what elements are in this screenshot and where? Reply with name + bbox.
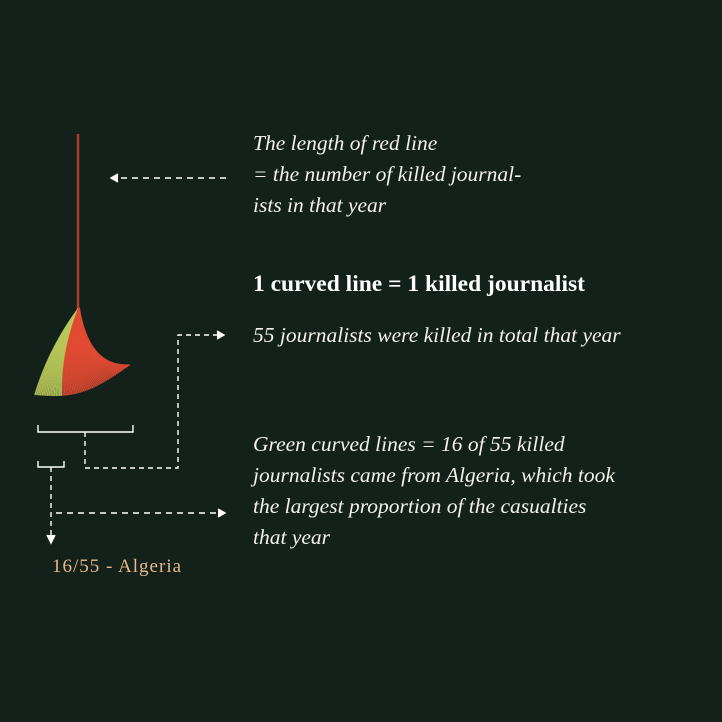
green-note-line-1: Green curved lines = 16 of 55 killed: [253, 432, 565, 456]
red-line-note: The length of red line = the number of k…: [253, 128, 521, 221]
total-bracket: [37, 425, 134, 433]
curve-rule-heading: 1 curved line = 1 killed journalist: [253, 271, 585, 297]
red-curved-line: [78, 307, 131, 366]
green-bracket: [37, 461, 65, 468]
green-note-line-4: that year: [253, 525, 331, 549]
total-note: 55 journalists were killed in total that…: [253, 323, 621, 347]
red-line-note-line-2: = the number of killed journal-: [253, 162, 522, 186]
arrow-to-red-line: [109, 173, 226, 183]
red-line-note-line-1: The length of red line: [253, 131, 438, 155]
green-note-line-2: journalists came from Algeria, which too…: [253, 463, 615, 487]
curved-lines-fan: [34, 307, 131, 397]
green-note: Green curved lines = 16 of 55 killed jou…: [253, 429, 615, 553]
red-line-note-line-3: ists in that year: [253, 193, 387, 217]
green-note-line-3: the largest proportion of the casualties: [253, 494, 587, 518]
arrow-to-green-note: [46, 467, 227, 545]
arrow-to-total-note: [84, 330, 226, 469]
country-label: 16/55 - Algeria: [52, 556, 183, 577]
